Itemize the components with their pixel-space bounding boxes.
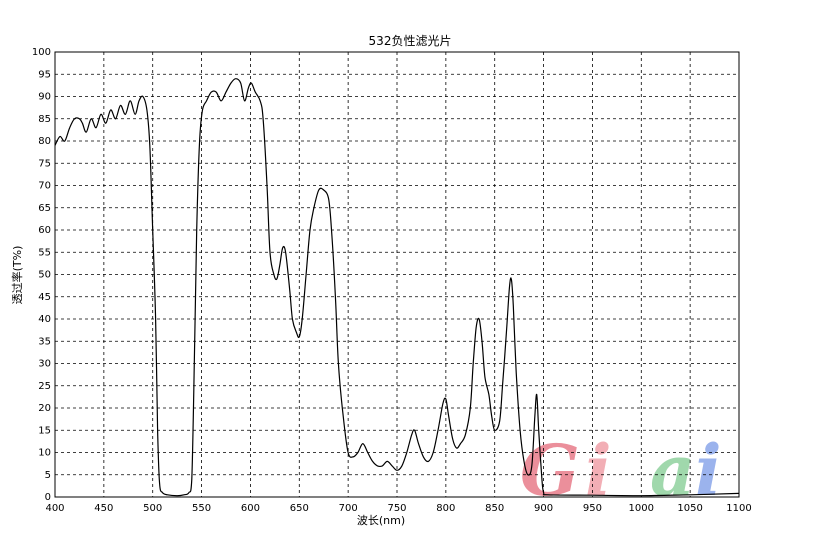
y-tick-label: 45 [38, 292, 51, 303]
plot-frame [54, 51, 740, 498]
x-tick-label: 850 [485, 503, 504, 514]
x-tick-label: 1000 [629, 503, 654, 514]
watermark-letter: i [585, 429, 612, 512]
grid [55, 52, 739, 497]
x-tick-label: 550 [192, 503, 211, 514]
watermark-letter: G [520, 429, 580, 512]
y-tick-label: 25 [38, 381, 51, 392]
y-tick-label: 15 [38, 425, 51, 436]
y-tick-label: 40 [38, 314, 51, 325]
y-tick-label: 50 [38, 270, 51, 281]
series-line [54, 78, 740, 497]
x-tick-label: 950 [583, 503, 602, 514]
y-tick-label: 20 [38, 403, 51, 414]
y-tick-label: 60 [38, 225, 51, 236]
y-tick-label: 95 [38, 69, 51, 80]
x-tick-labels: 400 450 500 550 600 650 700 750 800 850 900 950 1000… [45, 503, 751, 514]
x-tick-label: 700 [339, 503, 358, 514]
x-tick-label: 400 [45, 503, 64, 514]
watermark-letter: i [695, 429, 722, 512]
y-tick-label: 85 [38, 114, 51, 125]
x-tick-label: 450 [94, 503, 113, 514]
y-tick-label: 100 [32, 47, 51, 58]
y-tick-label: 35 [38, 336, 51, 347]
x-tick-label: 1100 [726, 503, 751, 514]
x-tick-label: 500 [143, 503, 162, 514]
y-tick-label: 0 [45, 492, 51, 503]
y-tick-labels: 0 5 10 15 20 25 30 35 40 45 50 55 60 65 70 75 80 85 90 95 10… [32, 47, 51, 503]
y-tick-label: 10 [38, 448, 51, 459]
x-tick-label: 750 [387, 503, 406, 514]
y-tick-label: 70 [38, 181, 51, 192]
y-tick-label: 65 [38, 203, 51, 214]
y-axis-label: 透过率(T%) [10, 246, 24, 305]
x-tick-label: 600 [241, 503, 260, 514]
y-tick-label: 5 [45, 470, 51, 481]
x-tick-label: 650 [290, 503, 309, 514]
chart-title: 532负性滤光片 [369, 34, 452, 48]
x-tick-label: 1050 [677, 503, 702, 514]
watermark-letter: a [650, 429, 695, 512]
y-tick-label: 75 [38, 158, 51, 169]
y-tick-label: 55 [38, 247, 51, 258]
x-tick-label: 900 [534, 503, 553, 514]
y-tick-label: 80 [38, 136, 51, 147]
x-tick-label: 800 [436, 503, 455, 514]
x-axis-label: 波长(nm) [357, 514, 405, 527]
y-tick-label: 90 [38, 92, 51, 103]
y-tick-label: 30 [38, 359, 51, 370]
